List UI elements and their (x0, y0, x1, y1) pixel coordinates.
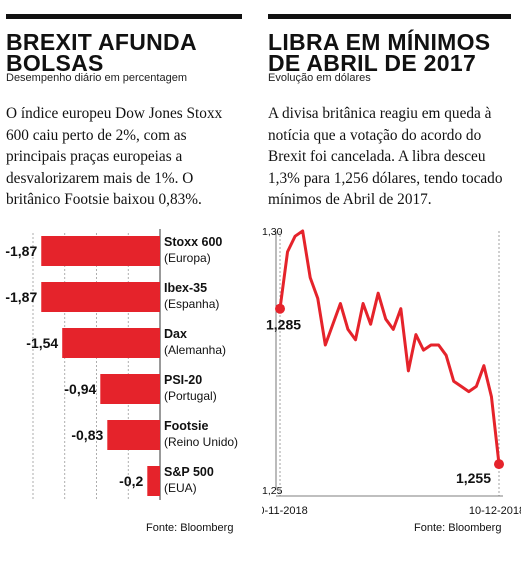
headline-line: DE ABRIL DE 2017 (268, 50, 477, 76)
top-rule (268, 14, 511, 19)
left-body-text: O índice europeu Dow Jones Stoxx 600 cai… (6, 105, 223, 208)
left-panel: BREXIT AFUNDA BOLSAS Desempenho diário e… (0, 0, 250, 561)
value-annotation: 1,255 (456, 470, 491, 486)
category-label: Dax (164, 327, 187, 341)
category-label: Ibex-35 (164, 281, 207, 295)
bar (107, 420, 160, 450)
endpoint-marker (494, 459, 504, 470)
value-label: -0,94 (64, 381, 96, 397)
bar (41, 282, 160, 312)
y-tick-label: 1,30 (262, 226, 283, 238)
category-sublabel: (Portugal) (164, 389, 217, 403)
value-label: -0,83 (71, 427, 103, 443)
category-label: PSI-20 (164, 373, 202, 387)
right-body-text: A divisa britânica reagiu em queda à not… (268, 105, 503, 208)
value-annotation: 1,285 (266, 317, 301, 333)
bar (100, 374, 160, 404)
category-sublabel: (Europa) (164, 251, 211, 265)
top-rule (6, 14, 242, 19)
category-sublabel: (Alemanha) (164, 343, 226, 357)
right-panel: LIBRA EM MÍNIMOS DE ABRIL DE 2017 Evoluç… (262, 0, 521, 561)
series-line (278, 229, 501, 466)
category-sublabel: (Reino Unido) (164, 435, 238, 449)
left-subtitle: Desempenho diário em percentagem (6, 72, 187, 84)
value-label: -1,87 (5, 243, 37, 259)
category-label: Footsie (164, 419, 208, 433)
category-label: S&P 500 (164, 465, 214, 479)
category-sublabel: (Espanha) (164, 297, 219, 311)
value-label: -1,54 (26, 335, 58, 351)
line-chart: 1,30 1,25 1,285 1,255 10-11-2018 10-12-2018 (262, 226, 521, 517)
headline-line: BOLSAS (6, 50, 104, 76)
left-headline: BREXIT AFUNDA BOLSAS (6, 29, 197, 76)
category-sublabel: (EUA) (164, 481, 197, 495)
endpoint-marker (275, 303, 285, 314)
headline-line: LIBRA EM MÍNIMOS (268, 29, 491, 55)
bar (147, 466, 160, 496)
right-headline: LIBRA EM MÍNIMOS DE ABRIL DE 2017 (268, 29, 491, 76)
category-label: Stoxx 600 (164, 235, 222, 249)
x-tick-label: 10-12-2018 (469, 505, 521, 517)
bar (62, 328, 160, 358)
y-tick-label: 1,25 (262, 485, 283, 497)
headline-line: BREXIT AFUNDA (6, 29, 197, 55)
right-subtitle: Evolução em dólares (268, 72, 371, 84)
bar (41, 236, 160, 266)
left-source: Fonte: Bloomberg (146, 522, 234, 534)
value-label: -1,87 (5, 289, 37, 305)
value-label: -0,2 (119, 473, 143, 489)
x-tick-label: 10-11-2018 (262, 505, 308, 517)
right-source: Fonte: Bloomberg (414, 522, 502, 534)
